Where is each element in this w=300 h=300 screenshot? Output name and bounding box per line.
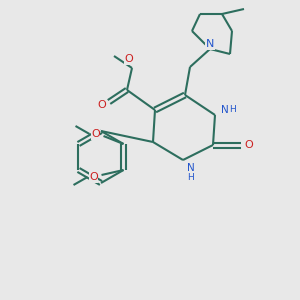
Text: O: O — [98, 100, 106, 110]
Text: O: O — [89, 172, 98, 182]
Text: N: N — [221, 105, 229, 115]
Text: O: O — [244, 140, 253, 150]
Text: H: H — [188, 172, 194, 182]
Text: O: O — [124, 54, 134, 64]
Text: N: N — [187, 163, 195, 173]
Text: H: H — [230, 106, 236, 115]
Text: N: N — [206, 39, 214, 49]
Text: O: O — [91, 129, 100, 139]
